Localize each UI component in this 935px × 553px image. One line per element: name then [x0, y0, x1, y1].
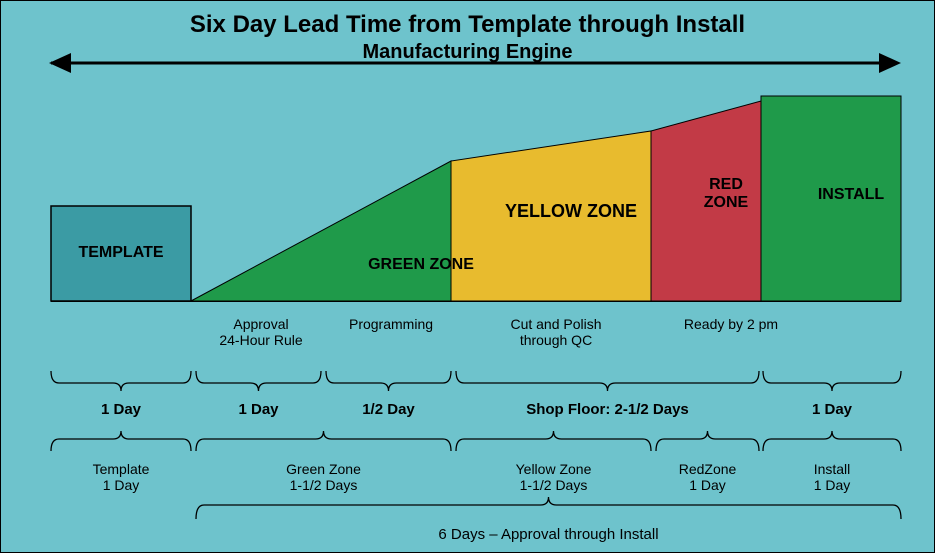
diagram-label: 1 Day: [763, 401, 901, 418]
diagram-label: Template1 Day: [51, 461, 191, 493]
diagram-label: Yellow Zone1-1/2 Days: [456, 461, 651, 493]
diagram-label: GREEN ZONE: [301, 256, 541, 274]
diagram-label: Install1 Day: [763, 461, 901, 493]
diagram-label: 1 Day: [51, 401, 191, 418]
diagram-label: Approval24-Hour Rule: [196, 316, 326, 348]
diagram-label: 6 Days – Approval through Install: [196, 526, 901, 543]
diagram-label: Programming: [331, 316, 451, 332]
diagram-label: Shop Floor: 2-1/2 Days: [456, 401, 759, 418]
diagram-label: Green Zone1-1/2 Days: [196, 461, 451, 493]
diagram-label: Ready by 2 pm: [661, 316, 801, 332]
diagram-label: YELLOW ZONE: [481, 201, 661, 222]
diagram-label: REDZONE: [681, 176, 771, 213]
diagram-label: INSTALL: [791, 186, 911, 204]
diagram-label: RedZone1 Day: [656, 461, 759, 493]
diagram-stage: Six Day Lead Time from Template through …: [0, 0, 935, 553]
diagram-label: TEMPLATE: [51, 244, 191, 262]
diagram-label: 1 Day: [196, 401, 321, 418]
diagram-label: 1/2 Day: [326, 401, 451, 418]
diagram-label: Cut and Polishthrough QC: [471, 316, 641, 348]
